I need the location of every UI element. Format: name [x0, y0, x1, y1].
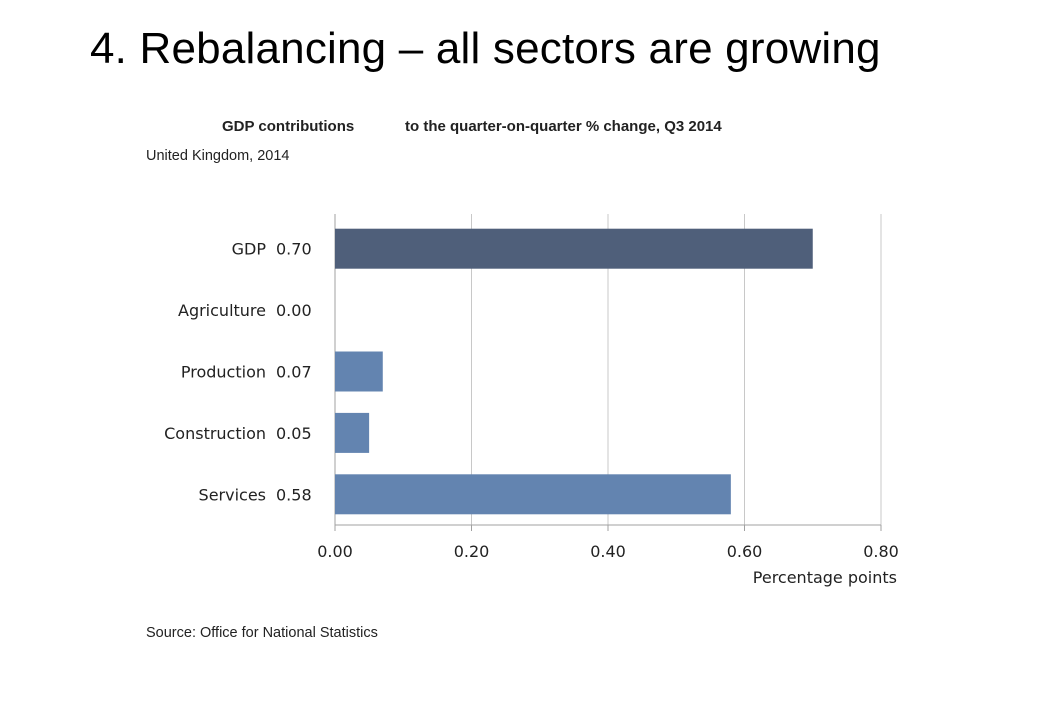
value-label: 0.58	[276, 485, 312, 504]
bar-services	[335, 474, 731, 515]
x-tick-label: 0.40	[590, 542, 626, 561]
source-note: Source: Office for National Statistics	[146, 625, 378, 641]
slide-title: 4. Rebalancing – all sectors are growing	[90, 24, 881, 73]
value-label: 0.00	[276, 301, 312, 320]
x-tick-label: 0.80	[863, 542, 899, 561]
chart-title: GDP contributions	[222, 118, 355, 135]
value-label: 0.05	[276, 424, 312, 443]
x-tick-label: 0.60	[727, 542, 763, 561]
category-label: Agriculture	[178, 301, 266, 320]
category-label: Production	[181, 363, 266, 382]
category-label: GDP	[232, 240, 267, 259]
x-axis-title: Percentage points	[753, 568, 897, 587]
bar-gdp	[335, 228, 813, 269]
category-label: Services	[199, 485, 266, 504]
x-tick-label: 0.20	[454, 542, 490, 561]
bar-construction	[335, 412, 370, 453]
bar-production	[335, 351, 383, 392]
value-label: 0.70	[276, 240, 312, 259]
x-tick-label: 0.00	[317, 542, 353, 561]
chart-title-continuation: to the quarter-on-quarter % change, Q3 2…	[405, 118, 722, 135]
category-label: Construction	[164, 424, 266, 443]
chart-subtitle: United Kingdom, 2014	[146, 148, 290, 164]
value-label: 0.07	[276, 363, 312, 382]
